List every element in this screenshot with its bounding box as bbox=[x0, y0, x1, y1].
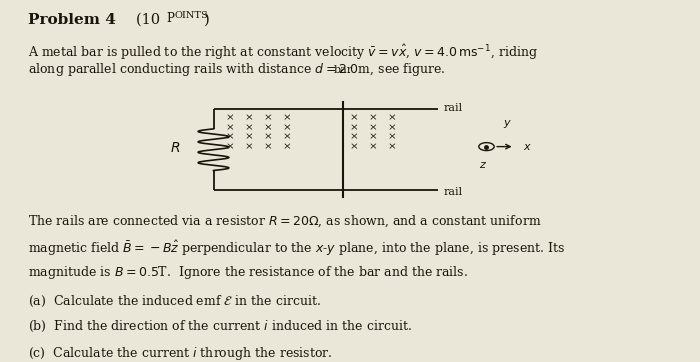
Text: (b)  Find the direction of the current $i$ induced in the circuit.: (b) Find the direction of the current $i… bbox=[28, 319, 412, 334]
Text: (a)  Calculate the induced emf $\mathcal{E}$ in the circuit.: (a) Calculate the induced emf $\mathcal{… bbox=[28, 294, 321, 309]
Text: rail: rail bbox=[443, 102, 462, 113]
Text: $y$: $y$ bbox=[503, 118, 512, 130]
Text: ×: × bbox=[283, 123, 291, 132]
Text: ×: × bbox=[369, 113, 377, 122]
Text: ×: × bbox=[349, 113, 358, 122]
Text: ×: × bbox=[264, 123, 272, 132]
Text: (10: (10 bbox=[136, 13, 165, 27]
Text: ×: × bbox=[264, 143, 272, 151]
Text: ×: × bbox=[225, 133, 234, 142]
Text: OINTS: OINTS bbox=[174, 11, 208, 20]
Text: ×: × bbox=[349, 123, 358, 132]
Text: along parallel conducting rails with distance $d = 2.0$m, see figure.: along parallel conducting rails with dis… bbox=[28, 61, 446, 78]
Text: ×: × bbox=[225, 113, 234, 122]
Text: ×: × bbox=[388, 143, 396, 151]
Text: $z$: $z$ bbox=[479, 160, 487, 171]
Text: ×: × bbox=[369, 133, 377, 142]
Text: ×: × bbox=[369, 123, 377, 132]
Text: magnetic field $\bar{B} = -B\hat{z}$ perpendicular to the $x$-$y$ plane, into th: magnetic field $\bar{B} = -B\hat{z}$ per… bbox=[28, 239, 566, 258]
Text: ): ) bbox=[204, 13, 210, 27]
Text: rail: rail bbox=[443, 187, 462, 197]
Text: ×: × bbox=[245, 113, 253, 122]
Text: ×: × bbox=[264, 133, 272, 142]
Text: bar: bar bbox=[333, 64, 353, 75]
Text: ×: × bbox=[349, 143, 358, 151]
Text: $R$: $R$ bbox=[170, 141, 180, 155]
Text: $x$: $x$ bbox=[523, 142, 532, 152]
Text: ×: × bbox=[388, 123, 396, 132]
Text: ×: × bbox=[245, 123, 253, 132]
Text: P: P bbox=[166, 12, 174, 25]
Text: Problem 4: Problem 4 bbox=[28, 13, 116, 27]
Text: (c)  Calculate the current $i$ through the resistor.: (c) Calculate the current $i$ through th… bbox=[28, 345, 332, 362]
Text: ×: × bbox=[283, 113, 291, 122]
Text: ×: × bbox=[388, 113, 396, 122]
Text: A metal bar is pulled to the right at constant velocity $\bar{v} = v\hat{x}$, $v: A metal bar is pulled to the right at co… bbox=[28, 43, 538, 62]
Text: ×: × bbox=[245, 133, 253, 142]
Text: ×: × bbox=[349, 133, 358, 142]
Text: magnitude is $B = 0.5$T.  Ignore the resistance of the bar and the rails.: magnitude is $B = 0.5$T. Ignore the resi… bbox=[28, 264, 468, 281]
Text: ×: × bbox=[283, 133, 291, 142]
Text: ×: × bbox=[245, 143, 253, 151]
Text: ×: × bbox=[388, 133, 396, 142]
Text: ×: × bbox=[225, 143, 234, 151]
Text: ×: × bbox=[264, 113, 272, 122]
Text: The rails are connected via a resistor $R = 20\Omega$, as shown, and a constant : The rails are connected via a resistor $… bbox=[28, 214, 541, 229]
Text: ×: × bbox=[283, 143, 291, 151]
Text: ×: × bbox=[225, 123, 234, 132]
Text: ×: × bbox=[369, 143, 377, 151]
